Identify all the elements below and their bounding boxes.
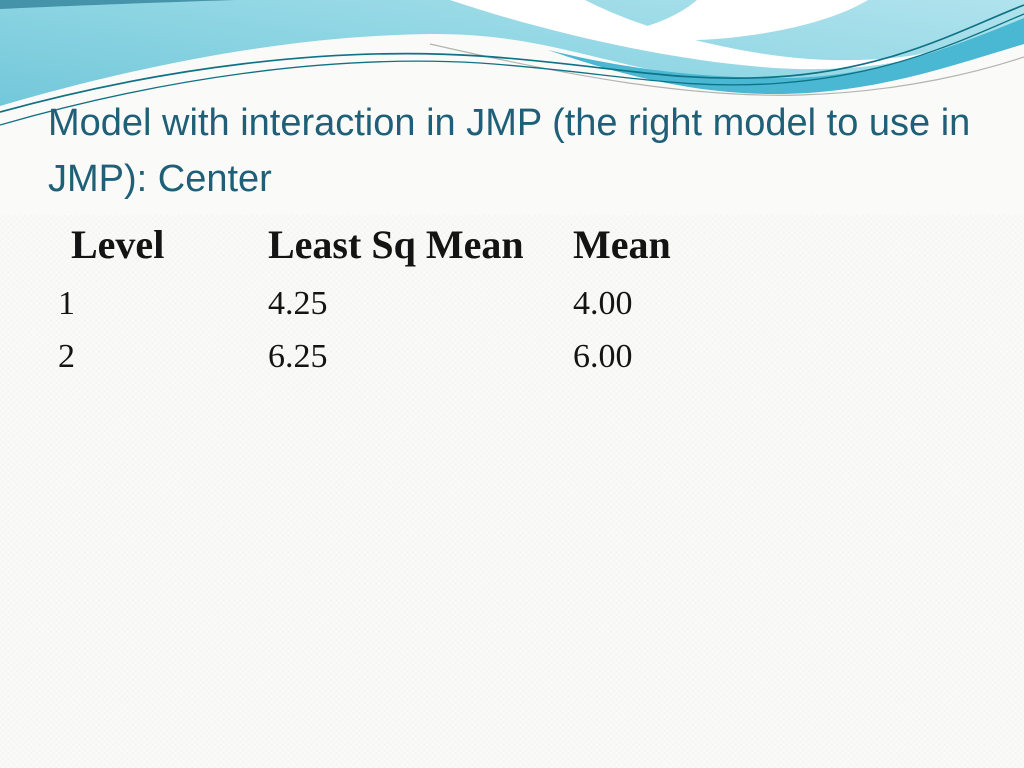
table-header-row: Level Least Sq Mean Mean <box>58 222 818 268</box>
least-squares-means-table: Level Least Sq Mean Mean 1 4.25 4.00 2 6… <box>58 222 818 390</box>
cell-mean: 6.00 <box>573 338 633 375</box>
cell-least-sq-mean: 4.25 <box>268 285 328 322</box>
wave-white-swoosh-top <box>615 0 868 41</box>
wave-white-foreground <box>0 33 1024 215</box>
cell-least-sq-mean: 6.25 <box>268 338 328 375</box>
wave-top-edge-sliver <box>0 0 235 9</box>
column-header-mean: Mean <box>573 222 671 267</box>
wave-white-swoosh-upper <box>450 0 952 70</box>
column-header-least-sq-mean: Least Sq Mean <box>268 222 524 267</box>
cell-level: 2 <box>58 338 75 375</box>
slide-title: Model with interaction in JMP (the right… <box>48 102 971 200</box>
table-row: 2 6.25 6.00 <box>58 337 818 377</box>
cell-mean: 4.00 <box>573 285 633 322</box>
table-row: 1 4.25 4.00 <box>58 284 818 324</box>
wave-thin-line-dark-1 <box>0 4 1024 113</box>
cell-level: 1 <box>58 285 75 322</box>
wave-thin-line-dark-2 <box>0 13 1024 126</box>
column-header-level: Level <box>71 222 165 267</box>
wave-decoration <box>0 0 1024 215</box>
